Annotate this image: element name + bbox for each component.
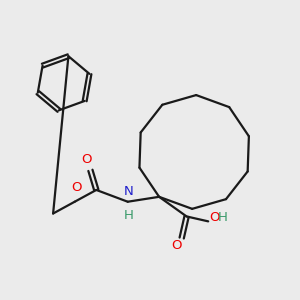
Text: O: O: [71, 181, 82, 194]
Text: H: H: [218, 211, 228, 224]
Text: O: O: [209, 211, 220, 224]
Text: O: O: [172, 239, 182, 252]
Text: N: N: [124, 185, 134, 198]
Text: O: O: [81, 153, 92, 167]
Text: H: H: [124, 208, 134, 222]
